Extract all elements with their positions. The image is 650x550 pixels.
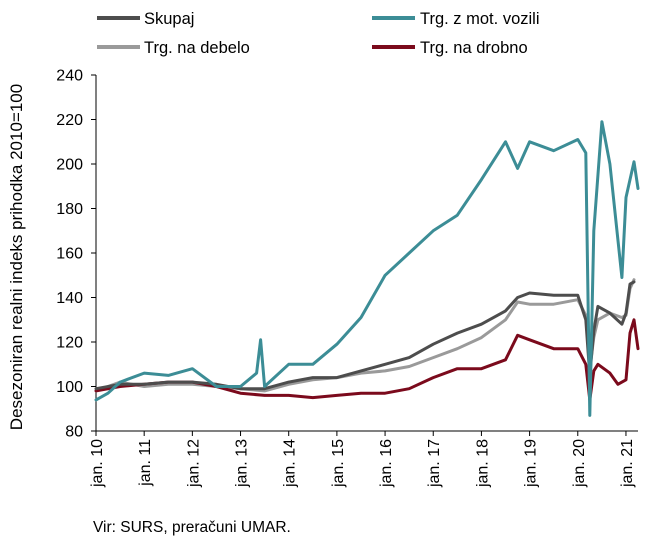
x-tick-label: jan. 18 (474, 439, 491, 488)
legend-label-retail: Trg. na drobno (420, 39, 528, 57)
series-lines (94, 120, 640, 417)
series-line-retail (94, 318, 640, 402)
y-axis-ticks: 80 100 120 140 160 180 200 220 240 (56, 68, 96, 441)
legend-item-retail: Trg. na drobno (372, 39, 528, 57)
y-tick-label: 160 (56, 246, 83, 263)
y-tick-label: 100 (56, 379, 83, 396)
y-axis-title: Desezoniran realni indeks prihodka 2010=… (7, 84, 26, 430)
x-tick-label: jan. 16 (378, 439, 395, 488)
x-tick-label: jan. 17 (426, 439, 443, 488)
line-chart: Desezoniran realni indeks prihodka 2010=… (7, 10, 640, 488)
source-note: Vir: SURS, preračuni UMAR. (93, 519, 291, 536)
legend-item-wholesale: Trg. na debelo (97, 39, 250, 57)
y-tick-label: 220 (56, 112, 83, 129)
x-axis-ticks: jan. 10 jan. 11 jan. 12 jan. 13 jan. 14 jan. … (89, 431, 636, 488)
legend: Skupaj Trg. z mot. vozili Trg. na debelo… (97, 10, 540, 57)
legend-label-wholesale: Trg. na debelo (144, 39, 250, 57)
y-tick-label: 200 (56, 157, 83, 174)
x-tick-label: jan. 10 (89, 439, 106, 488)
legend-label-skupaj: Skupaj (144, 10, 194, 28)
y-tick-label: 240 (56, 68, 83, 85)
x-tick-label: jan. 21 (619, 439, 636, 488)
x-tick-label: jan. 12 (185, 439, 202, 488)
y-tick-label: 120 (56, 335, 83, 352)
x-tick-label: jan. 20 (571, 439, 588, 488)
x-tick-label: jan. 19 (523, 439, 540, 488)
y-tick-label: 140 (56, 290, 83, 307)
legend-label-motor-vehicles: Trg. z mot. vozili (420, 10, 540, 28)
y-tick-label: 80 (65, 424, 83, 441)
legend-item-skupaj: Skupaj (97, 10, 194, 28)
series-line-motor-vehicles (94, 120, 640, 417)
legend-item-motor-vehicles: Trg. z mot. vozili (372, 10, 540, 28)
x-tick-label: jan. 11 (137, 439, 154, 487)
y-tick-label: 180 (56, 201, 83, 218)
series-line-skupaj (94, 280, 636, 391)
x-tick-label: jan. 13 (234, 439, 251, 488)
x-tick-label: jan. 14 (282, 439, 299, 488)
x-tick-label: jan. 15 (330, 439, 347, 488)
